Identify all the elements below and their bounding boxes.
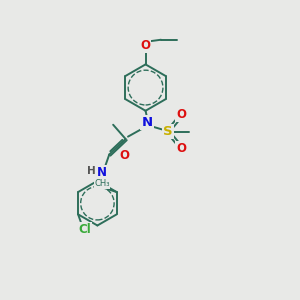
Text: CH₃: CH₃ <box>94 179 110 188</box>
Text: N: N <box>142 116 153 129</box>
Text: Cl: Cl <box>78 223 91 236</box>
Text: H: H <box>87 166 96 176</box>
Text: S: S <box>163 125 172 138</box>
Text: O: O <box>176 108 186 121</box>
Text: O: O <box>120 149 130 162</box>
Text: O: O <box>176 142 186 155</box>
Text: O: O <box>140 39 151 52</box>
Text: N: N <box>97 166 106 179</box>
